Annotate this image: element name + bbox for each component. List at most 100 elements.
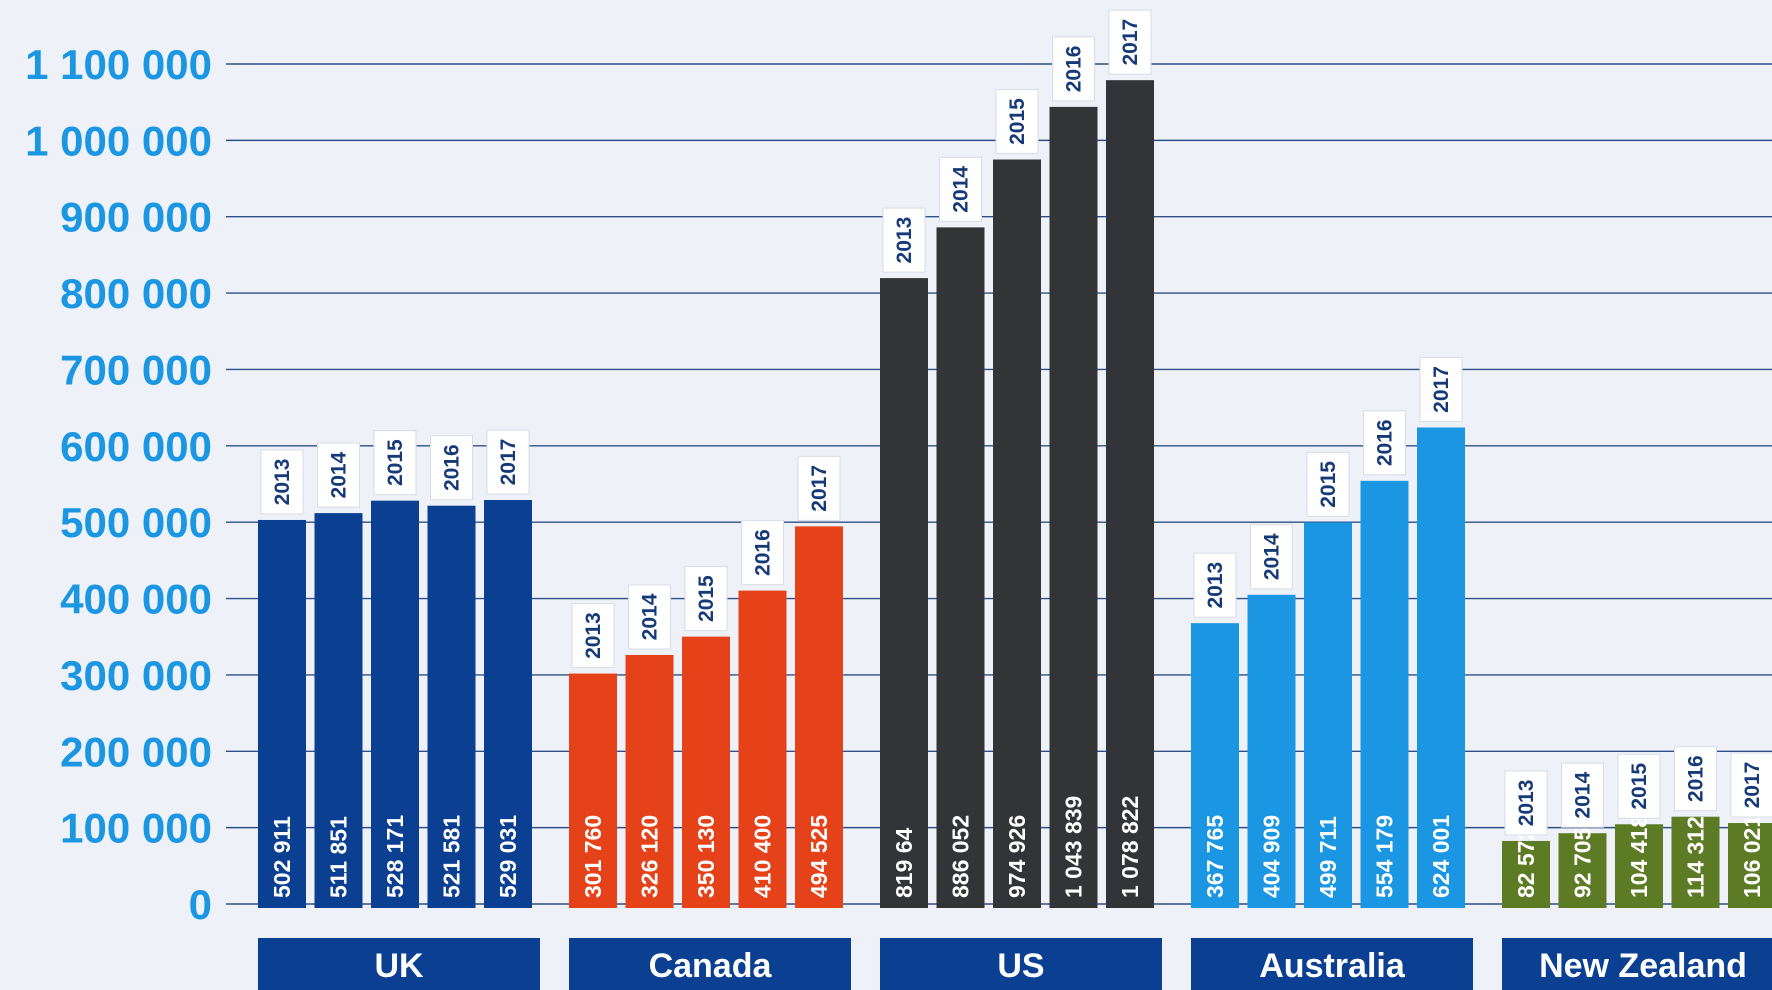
bar-value-label: 1 043 839 [1061,796,1087,898]
bar [569,673,617,908]
bar [1417,427,1465,908]
bar [880,278,928,908]
year-label-box [1193,552,1237,618]
year-label: 2017 [1741,762,1764,809]
year-label-box [684,566,728,632]
year-label: 2017 [808,465,831,512]
bar-value-label: 92 705 [1570,827,1596,898]
bar-value-label: 82 572 [1513,828,1539,898]
category-bar [258,938,540,990]
bar-value-label: 499 711 [1315,816,1341,898]
bar [371,500,419,908]
year-label-box [797,455,841,521]
bar [738,590,787,908]
bar-value-label: 494 525 [806,815,832,898]
bar [1558,833,1607,908]
bar-value-label: 326 120 [637,815,663,898]
category-label: US [997,947,1044,985]
year-label: 2016 [752,529,775,576]
year-label-box [1730,752,1772,818]
category-label: Canada [649,947,773,985]
bar [484,500,532,908]
year-label: 2013 [893,217,916,264]
bar [1615,824,1663,908]
bar [795,526,843,908]
bar-value-label: 410 400 [750,815,776,898]
year-label: 2014 [328,451,351,498]
year-label: 2013 [271,459,294,506]
y-tick-label: 800 000 [60,270,212,317]
year-label-box [571,603,615,669]
bar-value-label: 528 171 [382,815,408,898]
y-tick-label: 300 000 [60,652,212,699]
bar-value-label: 114 312 [1683,816,1709,898]
bar-value-label: 106 021 [1739,815,1765,898]
year-label-box [1419,356,1463,422]
category-bar [1191,938,1473,990]
year-label-box [1052,36,1095,102]
year-label-box [1108,9,1152,75]
year-label-box [1363,410,1406,476]
year-label-box [1504,770,1548,836]
year-label: 2014 [1572,772,1595,819]
bar-value-label: 974 926 [1004,815,1030,898]
bar [1728,823,1772,908]
bar [1106,80,1154,908]
year-label: 2013 [1204,562,1227,609]
bar [314,513,363,908]
bar-value-label: 301 760 [580,815,606,898]
year-label-box [995,89,1039,155]
year-label: 2015 [1317,461,1340,508]
y-tick-label: 1 000 000 [25,117,212,164]
bar [1360,480,1409,908]
bar-value-label: 1 078 822 [1117,796,1143,898]
y-tick-label: 400 000 [60,576,212,623]
y-tick-label: 600 000 [60,423,212,470]
category-label: UK [374,947,424,985]
year-label-box [373,430,417,496]
year-label: 2017 [497,439,520,486]
year-label: 2016 [1374,419,1397,466]
bar-value-label: 819 64 [891,827,917,898]
bar-value-label: 502 911 [269,816,295,898]
bar [625,654,674,908]
year-label: 2014 [639,593,662,640]
category-label: New Zealand [1539,947,1747,985]
bar-value-label: 554 179 [1372,815,1398,898]
y-tick-label: 0 [189,881,212,928]
bar [936,227,985,908]
year-label-box [939,156,982,222]
bar [258,519,306,908]
bar [1049,106,1098,908]
category-labels: UK Canada US Australia New Zealand [258,938,1772,990]
year-label-box [1306,451,1350,517]
bar [1191,623,1239,908]
year-label-box [317,442,360,508]
category-label: Australia [1259,947,1406,985]
bar [1247,594,1296,908]
year-label: 2014 [950,166,973,213]
year-label: 2015 [1628,763,1651,810]
year-label: 2016 [441,444,464,491]
bar [1502,840,1550,908]
year-label-box [1561,762,1604,828]
y-tick-label: 900 000 [60,194,212,241]
year-label: 2015 [384,439,407,486]
year-label: 2017 [1430,366,1453,413]
y-tick-label: 500 000 [60,499,212,546]
y-tick-label: 1 100 000 [25,41,212,88]
year-label: 2013 [1515,780,1538,827]
year-label-box [741,520,784,586]
bar [427,505,476,908]
bar-value-label: 529 031 [495,815,521,898]
year-label-box [1617,753,1661,819]
year-label: 2013 [582,612,605,659]
year-label-box [1250,524,1293,590]
bar-value-label: 886 052 [948,815,974,898]
year-label: 2017 [1119,19,1142,66]
year-label-box [882,207,926,273]
category-bar [880,938,1162,990]
year-label-box [486,429,530,495]
year-label-box [1674,746,1717,812]
